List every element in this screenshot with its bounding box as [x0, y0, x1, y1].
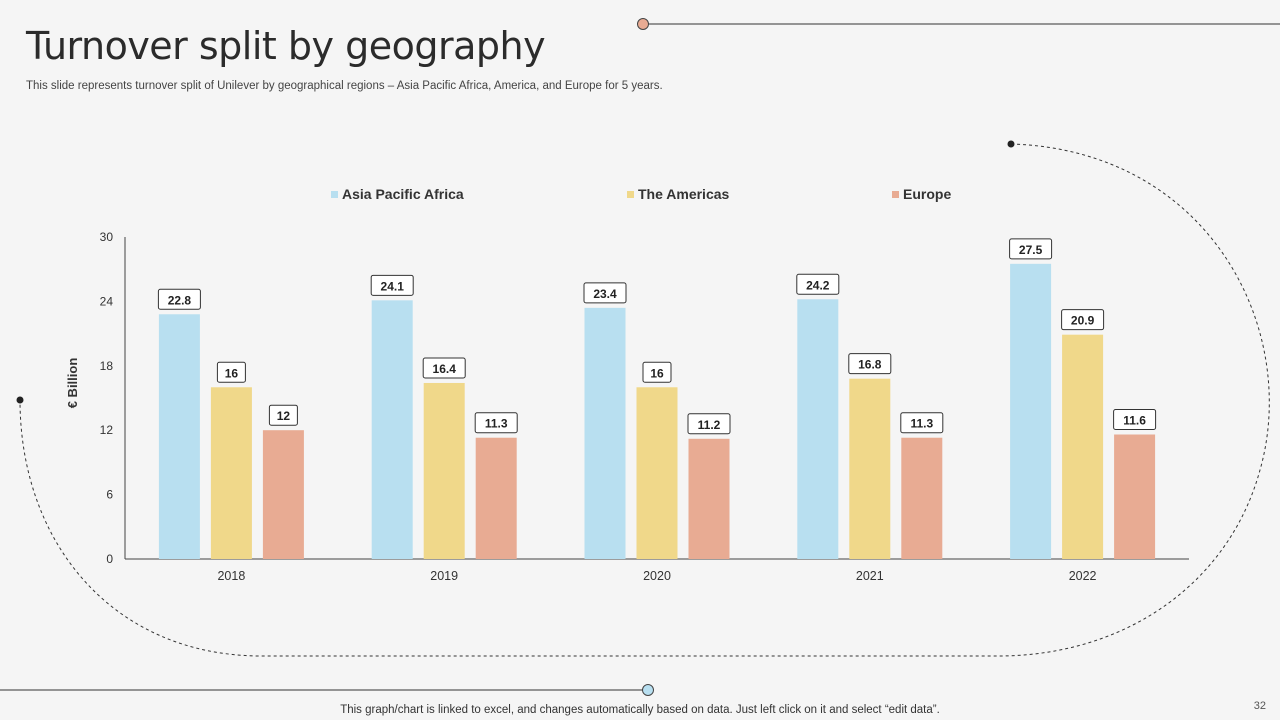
y-tick-label: 6: [106, 488, 113, 502]
data-label: 11.3: [485, 417, 508, 431]
data-label-box: [157, 288, 201, 310]
bar-europe-2018: [262, 430, 304, 559]
bar-asia-pacific-africa-2019: [371, 300, 413, 559]
data-label-box: [796, 273, 840, 295]
page-subtitle: This slide represents turnover split of …: [26, 80, 663, 92]
data-label-box: [687, 413, 731, 435]
y-tick-label: 18: [100, 359, 114, 373]
bar-the-americas-2022: [1062, 334, 1104, 559]
footer-note: This graph/chart is linked to excel, and…: [340, 704, 940, 716]
data-label-box: [583, 282, 627, 304]
bar-europe-2022: [1114, 434, 1156, 559]
legend-label-asia: Asia Pacific Africa: [342, 186, 464, 202]
bar-the-americas-2021: [849, 378, 891, 559]
data-label-box: [268, 404, 298, 426]
data-label: 11.6: [1123, 413, 1146, 427]
legend-swatch-asia: [331, 190, 338, 198]
curve-start-dot: [16, 396, 24, 404]
legend-item-europe: Europe: [892, 186, 951, 202]
legend-item-the-americas: The Americas: [627, 186, 729, 202]
legend-label-europe: Europe: [903, 186, 952, 202]
y-tick-label: 24: [100, 294, 114, 308]
y-tick-label: 30: [100, 230, 114, 244]
data-label-box: [900, 412, 944, 434]
x-tick-label: 2020: [643, 569, 671, 583]
bar-europe-2020: [688, 438, 730, 559]
bar-the-americas-2020: [636, 387, 678, 559]
data-label-box: [1061, 309, 1105, 331]
data-label-box: [1113, 408, 1157, 430]
legend-swatch-europe: [892, 190, 899, 198]
page-title: Turnover split by geography: [26, 24, 546, 68]
legend-swatch-americas: [627, 190, 634, 198]
dashed-curve: [19, 143, 1270, 657]
data-label: 20.9: [1071, 314, 1095, 328]
top-rule-dot: [637, 18, 649, 30]
bar-asia-pacific-africa-2021: [797, 299, 839, 559]
data-label: 16: [225, 366, 239, 380]
data-label: 12: [277, 409, 291, 423]
x-tick-label: 2021: [856, 569, 884, 583]
x-tick-label: 2022: [1069, 569, 1097, 583]
data-label-box: [370, 274, 414, 296]
data-label: 24.1: [381, 279, 405, 293]
data-label: 23.4: [593, 287, 617, 301]
bottom-rule-dot: [642, 684, 654, 696]
curve-end-dot: [1007, 140, 1015, 148]
y-tick-label: 12: [100, 423, 114, 437]
data-label: 16: [650, 366, 664, 380]
data-label: 11.2: [698, 418, 721, 432]
x-tick-label: 2019: [430, 569, 458, 583]
data-label-box: [422, 357, 466, 379]
data-label: 27.5: [1019, 243, 1043, 257]
data-label: 16.4: [433, 362, 457, 376]
data-label: 22.8: [168, 293, 192, 307]
bar-europe-2021: [901, 437, 943, 559]
data-label-box: [642, 361, 672, 383]
bar-the-americas-2018: [210, 387, 252, 559]
bar-the-americas-2019: [423, 382, 465, 559]
bar-asia-pacific-africa-2022: [1010, 263, 1052, 559]
data-label-box: [848, 353, 892, 375]
data-label-box: [216, 361, 246, 383]
bar-asia-pacific-africa-2020: [584, 307, 626, 559]
data-label-box: [474, 412, 518, 434]
x-tick-label: 2018: [217, 569, 245, 583]
bar-asia-pacific-africa-2018: [158, 314, 200, 559]
bar-europe-2019: [475, 437, 517, 559]
data-label-box: [1009, 238, 1053, 260]
y-axis-title: € Billion: [65, 358, 80, 409]
data-label: 16.8: [858, 358, 882, 372]
data-label: 24.2: [806, 278, 830, 292]
legend-label-americas: The Americas: [638, 186, 730, 202]
y-tick-label: 0: [106, 552, 113, 566]
legend-item-asia-pacific-africa: Asia Pacific Africa: [331, 186, 464, 202]
page-number: 32: [1253, 700, 1266, 712]
data-label: 11.3: [910, 417, 933, 431]
